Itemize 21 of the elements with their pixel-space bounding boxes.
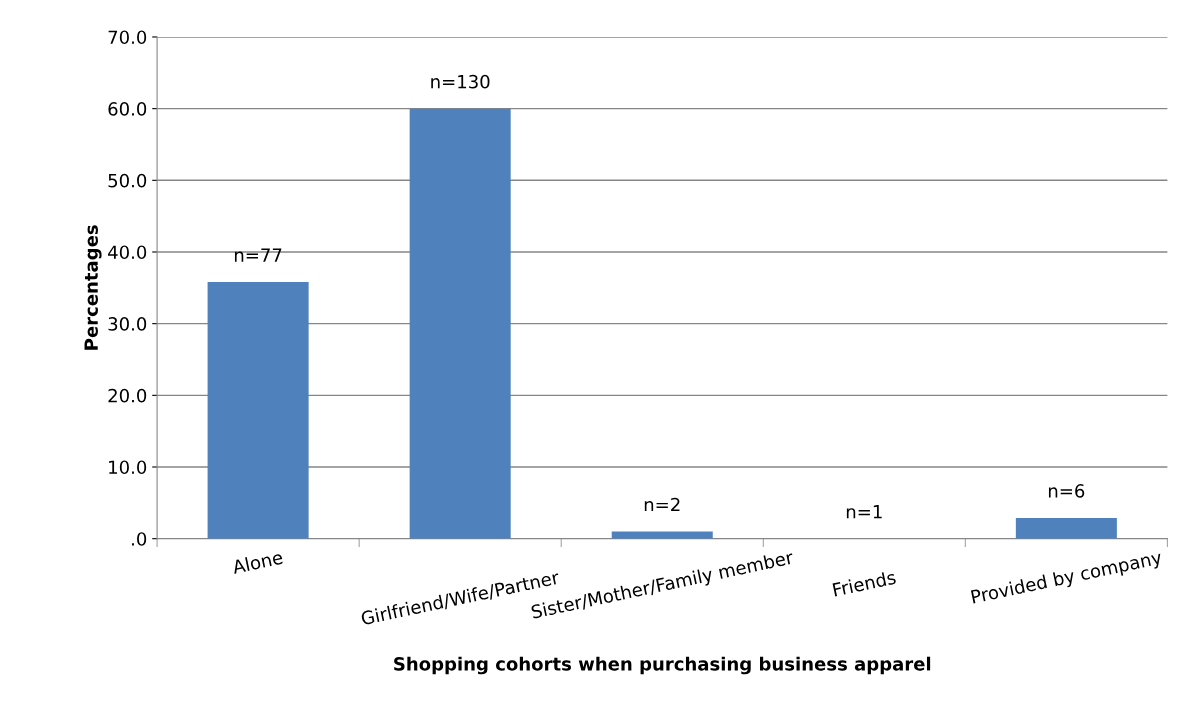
x-tick-label: Alone (231, 549, 284, 575)
annotation: n=130 (431, 74, 490, 89)
y-axis-title: Percentages (84, 225, 102, 350)
y-tick-label: 30.0 (108, 317, 147, 331)
bar (409, 108, 511, 539)
y-tick-label: 60.0 (108, 102, 147, 116)
annotation: n=2 (644, 497, 680, 512)
x-axis-title: Shopping cohorts when purchasing business apparel (394, 656, 931, 675)
bar (1015, 517, 1117, 539)
x-tick-label: Provided by company (970, 549, 1164, 608)
annotation: n=6 (1048, 484, 1085, 498)
annotation: n=77 (234, 248, 282, 262)
y-tick-label: 20.0 (108, 388, 147, 403)
x-tick-label: Friends (832, 570, 897, 597)
y-tick-label: 70.0 (108, 30, 147, 45)
bar (207, 282, 309, 539)
y-tick-label: 50.0 (108, 173, 147, 188)
annotation: n=1 (846, 505, 882, 519)
y-tick-label: .0 (132, 532, 147, 546)
y-tick-label: 40.0 (108, 245, 147, 260)
y-tick-label: 10.0 (109, 460, 147, 475)
